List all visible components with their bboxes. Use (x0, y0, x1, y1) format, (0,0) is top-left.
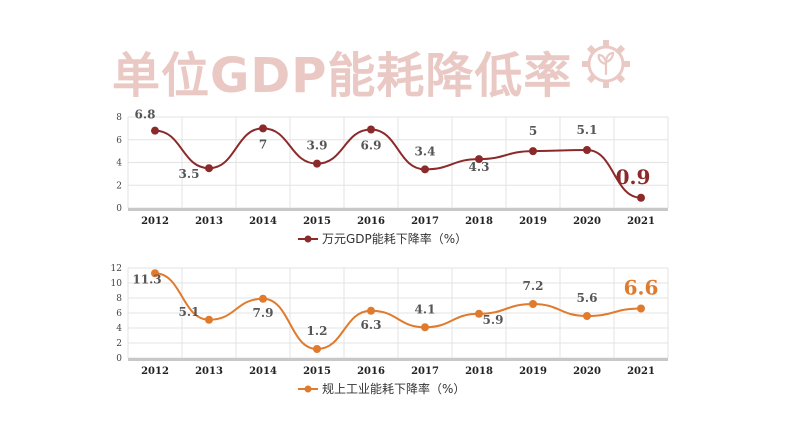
y-tick-label: 4 (116, 324, 122, 334)
data-point (421, 165, 429, 174)
legend-marker (304, 385, 312, 393)
y-tick-label: 0 (116, 354, 122, 364)
x-tick-label: 2015 (303, 216, 331, 227)
data-label: 5.9 (483, 313, 504, 327)
data-label: 4.1 (415, 302, 436, 316)
data-point (529, 300, 537, 308)
data-label: 3.4 (415, 144, 436, 158)
x-tick-label: 2018 (465, 216, 493, 227)
x-tick-label: 2021 (627, 366, 655, 377)
y-tick-label: 0 (116, 204, 122, 214)
data-label: 7.2 (523, 279, 544, 293)
data-point (205, 164, 213, 173)
data-label: 5.1 (179, 305, 200, 319)
y-tick-label: 8 (116, 294, 122, 304)
x-tick-label: 2012 (141, 366, 169, 377)
data-label: 1.2 (307, 324, 328, 338)
gear-with-sprout-icon (582, 40, 630, 88)
data-label: 6.6 (624, 276, 659, 300)
series-line (154, 127, 642, 199)
data-label: 11.3 (132, 272, 161, 286)
x-tick-label: 2013 (195, 216, 223, 227)
y-tick-label: 2 (116, 339, 122, 349)
y-tick-label: 6 (116, 136, 122, 146)
data-label: 4.3 (469, 160, 490, 174)
y-tick-label: 10 (111, 279, 123, 289)
x-tick-label: 2016 (357, 366, 385, 377)
data-label: 5.6 (577, 291, 598, 305)
data-point (367, 306, 375, 315)
x-tick-label: 2018 (465, 366, 493, 377)
legend-label: 规上工业能耗下降率（%） (322, 381, 465, 396)
data-point (583, 145, 591, 154)
x-tick-label: 2016 (357, 216, 385, 227)
x-tick-label: 2013 (195, 366, 223, 377)
page-title: 单位GDP能耗降低率 (112, 48, 573, 104)
data-point (259, 294, 267, 303)
data-label: 5 (529, 124, 537, 138)
data-point (205, 315, 213, 324)
y-tick-label: 4 (116, 159, 122, 169)
legend-marker (304, 235, 312, 243)
data-point (529, 147, 537, 156)
y-tick-label: 8 (116, 113, 122, 123)
data-point (313, 345, 321, 353)
x-tick-label: 2017 (411, 366, 439, 377)
x-tick-label: 2020 (573, 216, 601, 227)
y-tick-label: 12 (111, 264, 122, 274)
y-tick-label: 6 (116, 309, 122, 319)
data-point (367, 125, 375, 134)
x-tick-label: 2021 (627, 216, 655, 227)
data-point (151, 126, 159, 135)
data-point (421, 323, 429, 332)
data-label: 7 (259, 137, 267, 151)
data-point (637, 193, 645, 202)
legend-label: 万元GDP能耗下降率（%） (322, 231, 467, 246)
x-tick-label: 2019 (519, 366, 547, 377)
data-point (313, 159, 321, 168)
data-label: 5.1 (577, 123, 598, 137)
chart-2: 0 2 4 6 8 10 12 2012 2013 2014 2015 2016 2017 2018 201… (111, 264, 669, 396)
data-point (637, 304, 645, 313)
data-point (583, 312, 591, 320)
x-tick-label: 2014 (249, 366, 277, 377)
x-axis (128, 208, 668, 211)
data-point (475, 155, 483, 164)
x-axis (128, 358, 668, 361)
data-label: 7.9 (253, 306, 274, 320)
x-tick-label: 2014 (249, 216, 277, 227)
x-tick-label: 2017 (411, 216, 439, 227)
data-label: 3.9 (307, 139, 328, 153)
chart-1: 0 2 4 6 8 2012 2013 2014 2015 2016 2017 2018 2019 202… (116, 108, 669, 246)
data-label: 6.8 (135, 108, 156, 122)
x-tick-label: 2020 (573, 366, 601, 377)
data-label: 6.3 (361, 318, 382, 332)
x-tick-label: 2019 (519, 216, 547, 227)
series-line (154, 272, 642, 351)
data-point (475, 309, 483, 318)
data-label: 3.5 (179, 167, 200, 181)
data-point (259, 124, 267, 133)
data-label: 0.9 (616, 165, 651, 189)
data-point (151, 269, 159, 278)
x-tick-label: 2015 (303, 366, 331, 377)
x-tick-label: 2012 (141, 216, 169, 227)
data-label: 6.9 (361, 139, 382, 153)
y-tick-label: 2 (116, 181, 122, 191)
